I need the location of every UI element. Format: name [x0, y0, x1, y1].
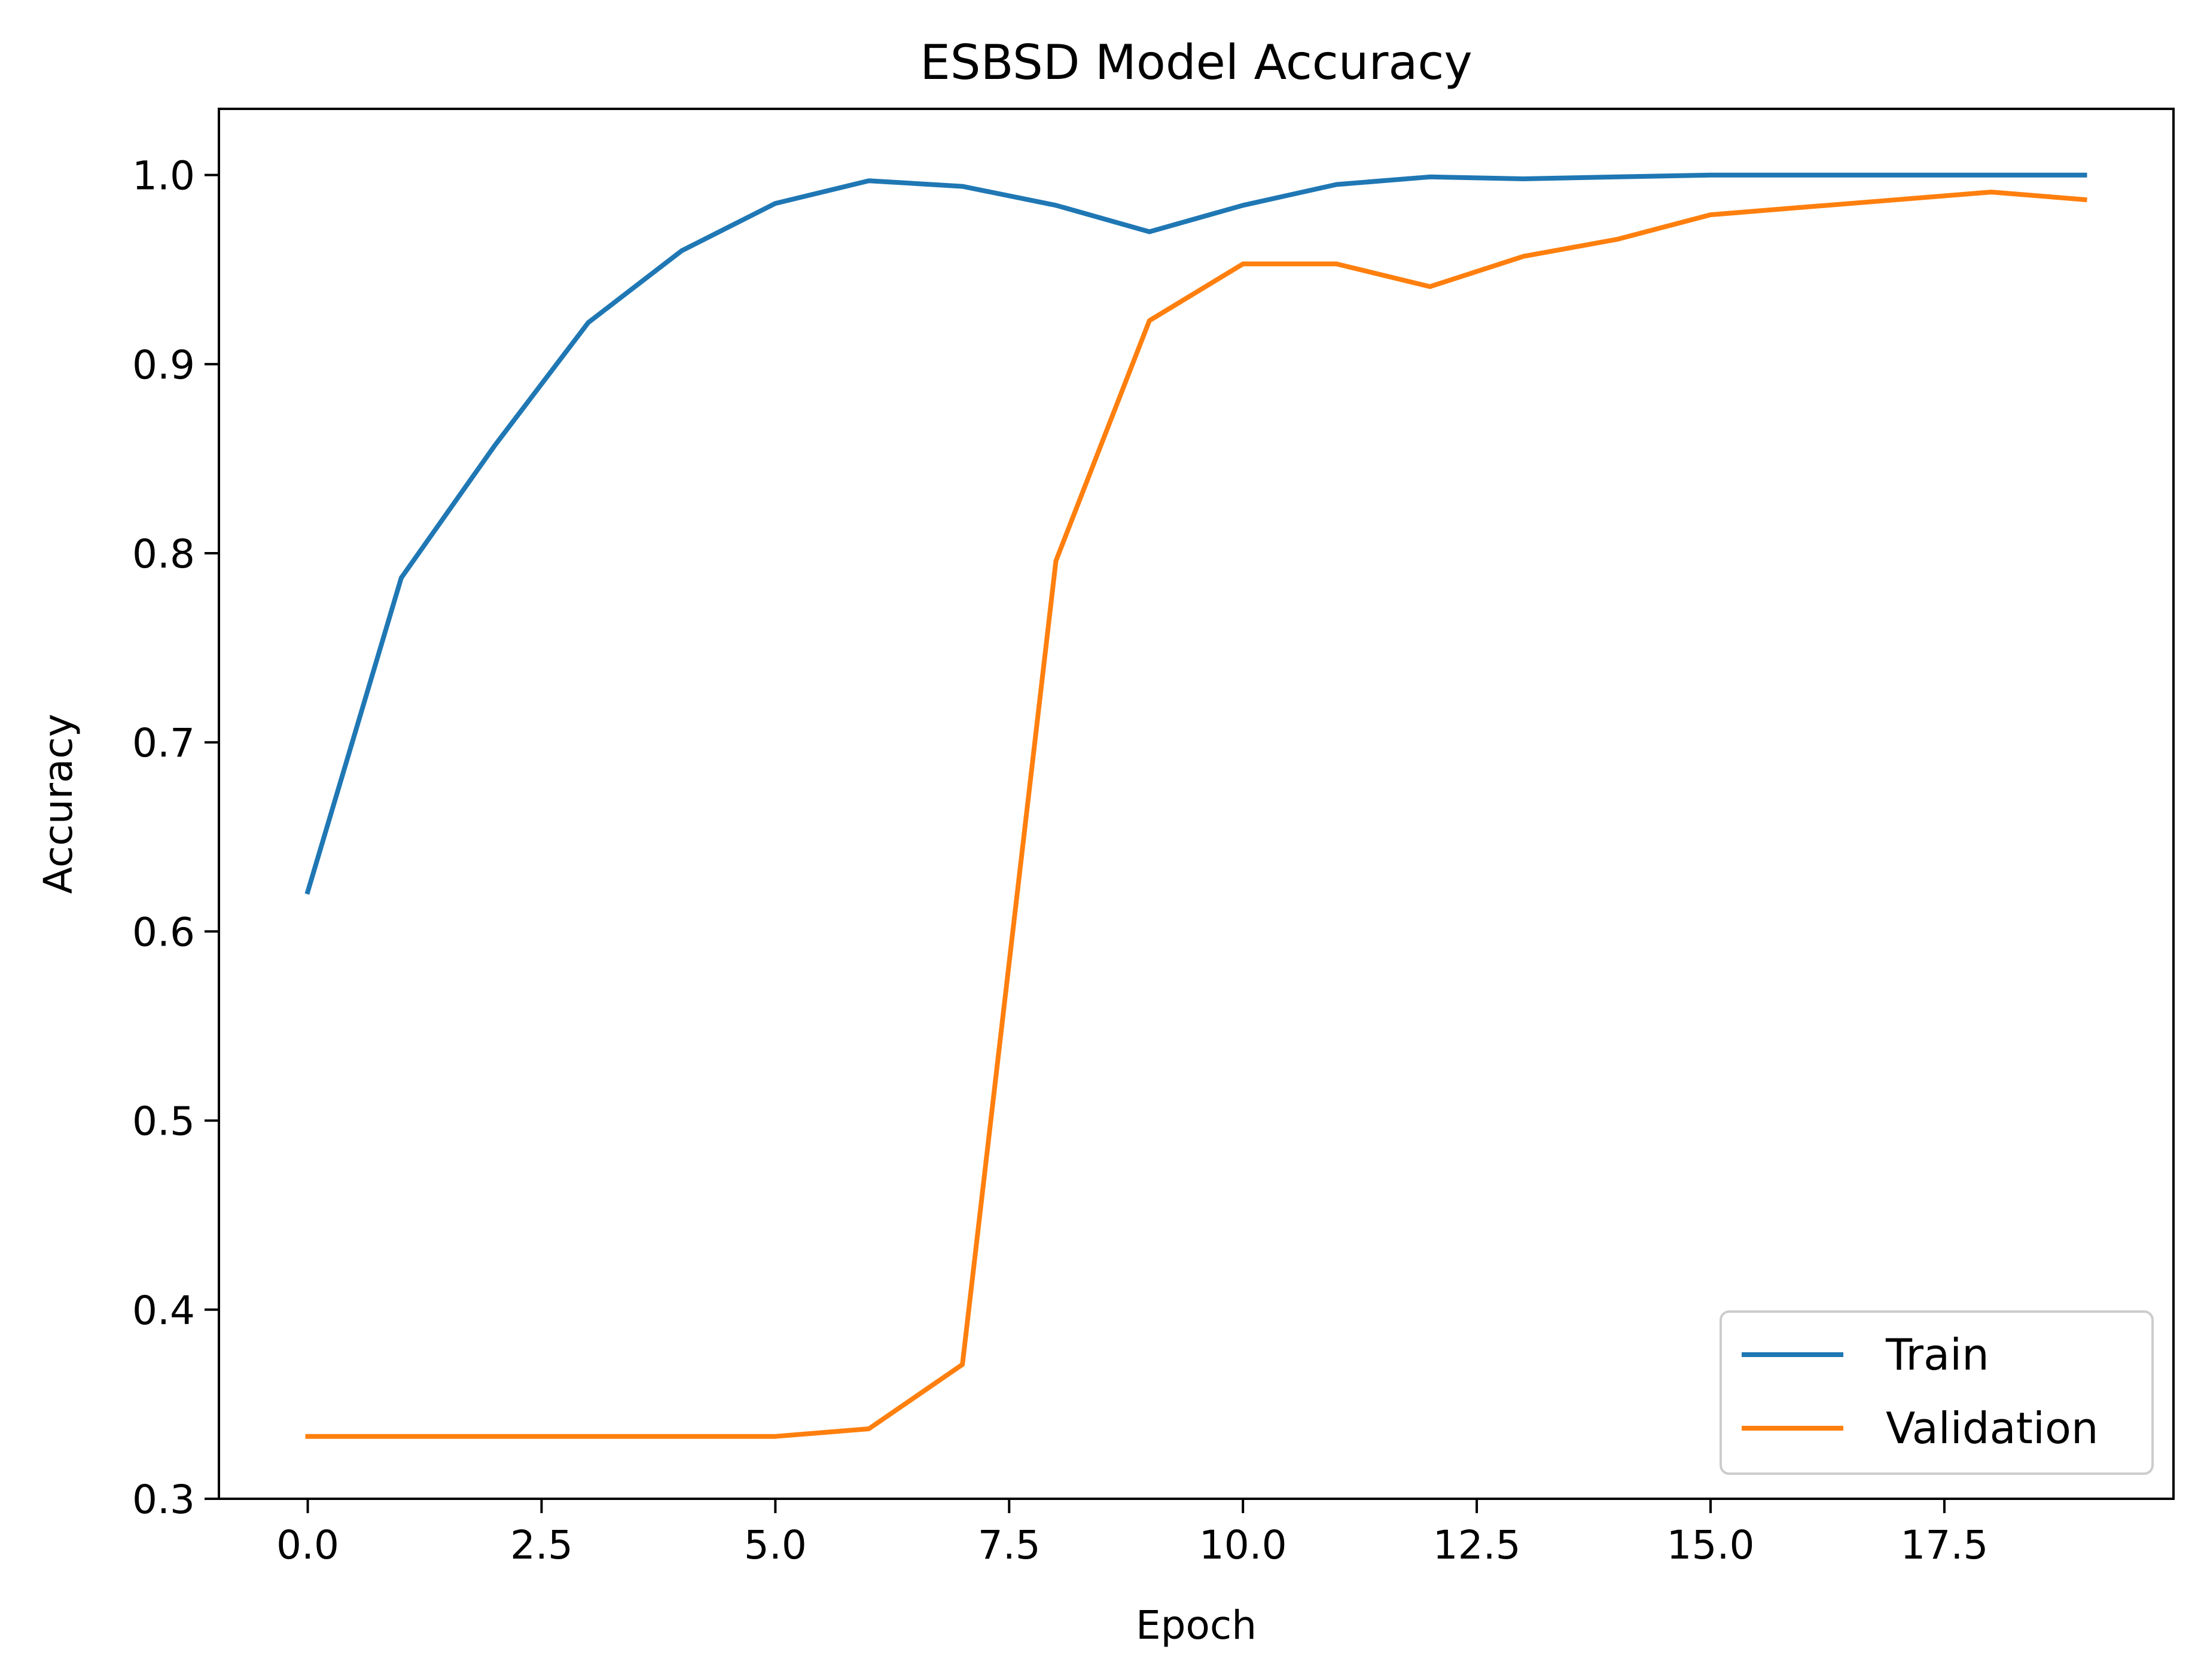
x-axis-label: Epoch [1136, 1602, 1257, 1648]
x-tick-label: 0.0 [276, 1522, 339, 1568]
series-layer [304, 172, 2087, 1439]
x-tick-label: 2.5 [510, 1522, 573, 1568]
chart-title: ESBSD Model Accuracy [920, 35, 1472, 90]
y-tick-label: 0.8 [132, 531, 195, 577]
legend-label-validation: Validation [1886, 1403, 2099, 1453]
x-tick-label: 12.5 [1433, 1522, 1521, 1568]
y-tick-label: 0.7 [132, 720, 195, 766]
series-line-validation [305, 190, 2087, 1439]
y-axis-ticks: 0.3 0.4 0.5 0.6 0.7 0.8 0.9 1.0 [132, 153, 219, 1523]
x-axis-ticks: 0.0 2.5 5.0 7.5 10.0 12.5 15.0 17.5 [276, 1499, 1988, 1568]
x-tick-label: 17.5 [1900, 1522, 1988, 1568]
y-tick-label: 0.3 [132, 1477, 195, 1523]
y-tick-label: 0.9 [132, 342, 195, 388]
y-tick-label: 0.4 [132, 1288, 195, 1334]
x-tick-label: 5.0 [744, 1522, 807, 1568]
plot-frame [218, 108, 2175, 1500]
legend-box [1720, 1310, 2154, 1475]
x-tick-label: 15.0 [1667, 1522, 1755, 1568]
y-tick-label: 0.5 [132, 1099, 195, 1145]
legend-label-train: Train [1885, 1330, 1989, 1380]
y-tick-label: 1.0 [132, 153, 195, 199]
legend: Train Validation [1720, 1310, 2154, 1475]
series-line-train [304, 172, 2087, 895]
x-tick-label: 10.0 [1199, 1522, 1287, 1568]
y-axis-label: Accuracy [35, 714, 81, 894]
x-tick-label: 7.5 [978, 1522, 1041, 1568]
y-tick-label: 0.6 [132, 909, 195, 955]
